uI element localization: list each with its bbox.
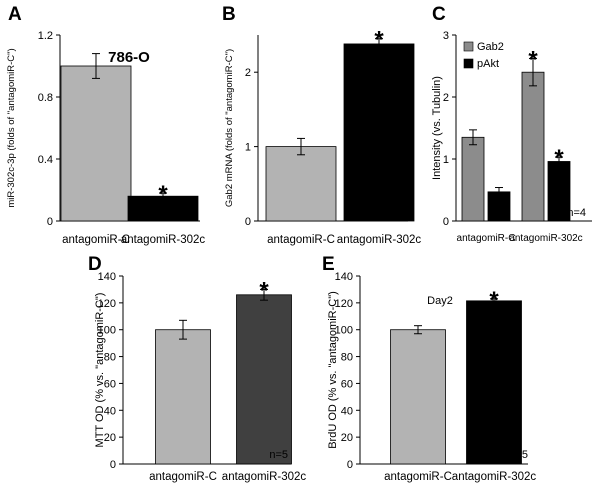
panel-d: DDay3020406080100120140MTT OD (% vs. "an… [88,254,306,483]
y-tick-label: 3 [443,30,449,42]
x-category-label: antagomiR-C [267,234,335,246]
y-tick-label: 100 [335,325,353,337]
y-tick-label: 0 [347,459,353,471]
significance-asterisk: * [528,47,538,74]
panel-letter: B [222,4,236,25]
chart-title: 786-O [108,49,150,66]
y-tick-label: 1 [245,142,251,154]
y-tick-label: 60 [341,378,353,390]
y-tick-label: 80 [341,352,353,364]
y-tick-label: 2 [245,67,251,79]
y-tick-label: 100 [98,325,116,337]
y-tick-label: 140 [98,271,116,283]
legend-label: Gab2 [477,41,504,53]
y-tick-label: 0.8 [38,92,53,104]
x-category-label: antagomiR-C [457,233,516,244]
y-tick-label: 0 [245,216,251,228]
bar [60,65,132,222]
y-tick-label: 20 [341,432,353,444]
y-axis-label: miR-302c-3p (folds of "antagomiR-C") [6,48,17,207]
y-tick-label: 0.4 [38,154,53,166]
panel-letter: E [322,254,335,275]
panel-letter: D [88,254,102,275]
y-axis-label: Intensity (vs. Tubulin) [431,76,443,180]
y-tick-label: 140 [335,271,353,283]
sample-size-label: n=4 [567,207,586,219]
bar [466,300,522,465]
significance-asterisk: * [374,27,384,54]
sample-size-label: n=5 [509,449,528,461]
x-category-label: antagomiR-302c [452,471,537,483]
panel-a: A 786-O 0 0.4 0.8 1.2 miR-302c-3p (folds of "a… [6,4,205,246]
y-tick-label: 120 [98,298,116,310]
panel-b: B 0 1 2 Gab2 mRNA (folds of "antagomiR-C") an… [222,4,421,246]
y-tick-label: 0 [110,459,116,471]
y-tick-label: 1 [443,154,449,166]
significance-asterisk: * [554,145,564,172]
sample-size-label: n=5 [176,207,195,219]
sample-size-label: n=5 [386,207,405,219]
panel-letter: C [432,4,446,25]
x-category-label: antagomiR-302c [121,234,206,246]
y-tick-label: 80 [104,352,116,364]
bar [265,146,337,222]
x-category-label: antagomiR-302c [222,471,307,483]
y-tick-label: 1.2 [38,30,53,42]
y-tick-label: 40 [341,405,353,417]
significance-asterisk: * [489,287,499,314]
y-axis-label: BrdU OD (% vs. "antagomiR-C") [327,291,339,449]
x-category-label: antagomiR-C [149,471,217,483]
chart-title: Day2 [427,295,453,307]
legend-swatch [463,58,474,69]
bar [236,294,292,465]
legend-label: pAkt [477,58,499,70]
y-tick-label: 40 [104,405,116,417]
y-axis-label: MTT OD (% vs. "antagomiR-C") [94,293,106,448]
bar [521,71,545,222]
y-axis-label: Gab2 mRNA (folds of "antagomiR-C") [224,49,235,207]
x-category-label: antagomiR-C [384,471,452,483]
bar [390,329,446,465]
bar [343,43,415,222]
y-tick-label: 0 [47,216,53,228]
y-tick-label: 20 [104,432,116,444]
panel-c: C 0 1 2 3 Intensity (vs. Tubulin) antagomiR-Ca… [431,4,592,244]
y-tick-label: 120 [335,298,353,310]
significance-asterisk: * [158,181,168,208]
y-tick-label: 2 [443,92,449,104]
legend-swatch [463,41,474,52]
x-category-label: antagomiR-302c [337,234,422,246]
y-tick-label: 60 [104,378,116,390]
bar [461,136,485,222]
bar [155,329,211,465]
x-category-label: antagomiR-302c [509,233,582,244]
y-tick-label: 0 [443,216,449,228]
sample-size-label: n=5 [269,449,288,461]
panel-letter: A [8,4,22,25]
panel-e: E Day2 0 20 40 60 80 100 120 140 BrdU OD (% vs. "a… [322,254,536,483]
x-category-label: antagomiR-C [62,234,130,246]
significance-asterisk: * [259,277,269,304]
